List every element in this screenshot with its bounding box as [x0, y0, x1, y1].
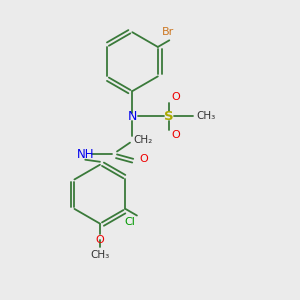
- Text: CH₃: CH₃: [90, 250, 110, 260]
- Text: O: O: [172, 130, 180, 140]
- Text: N: N: [128, 110, 137, 123]
- Text: CH₂: CH₂: [134, 135, 153, 145]
- Text: O: O: [96, 236, 104, 245]
- Text: NH: NH: [76, 148, 94, 161]
- Text: CH₃: CH₃: [196, 111, 216, 121]
- Text: O: O: [172, 92, 180, 102]
- Text: S: S: [164, 110, 174, 123]
- Text: Br: Br: [162, 27, 174, 38]
- Text: O: O: [139, 154, 148, 164]
- Text: Cl: Cl: [124, 217, 135, 227]
